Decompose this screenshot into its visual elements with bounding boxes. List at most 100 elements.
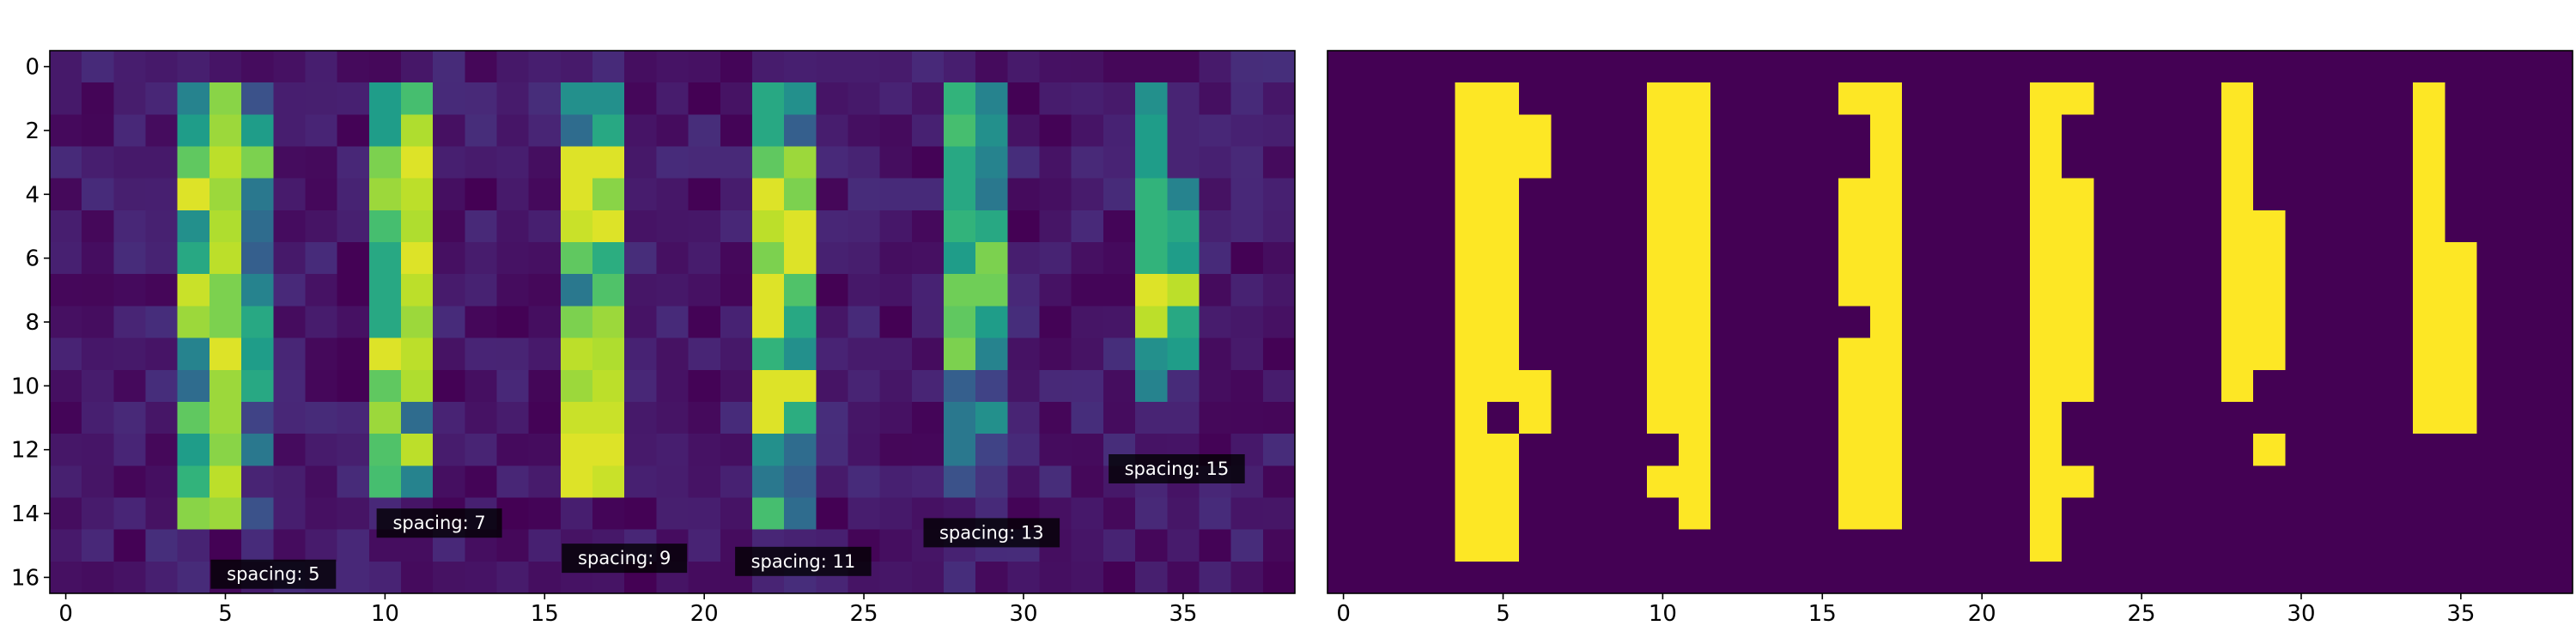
heatmap-cell [2157, 82, 2190, 115]
heatmap-cell [1870, 401, 1903, 434]
heatmap-cell [2029, 178, 2063, 211]
heatmap-cell [2189, 82, 2222, 115]
heatmap-cell [688, 210, 721, 243]
heatmap-cell [1710, 497, 1743, 531]
heatmap-cell [1614, 82, 1648, 115]
heatmap-cell [400, 114, 434, 148]
heatmap-cell [1230, 146, 1264, 179]
heatmap-cell [975, 242, 1008, 275]
heatmap-cell [2413, 306, 2445, 339]
heatmap-cell [2189, 274, 2222, 307]
heatmap-cell [2317, 242, 2350, 275]
heatmap-cell [1039, 178, 1072, 211]
heatmap-cell [2476, 242, 2510, 275]
heatmap-cell [1934, 529, 1967, 562]
heatmap-cell [624, 210, 658, 243]
heatmap-cell [1997, 561, 2031, 594]
heatmap-cell [368, 51, 402, 83]
heatmap-cell [2157, 114, 2190, 148]
heatmap-cell [2029, 401, 2063, 434]
heatmap-cell [1902, 274, 1935, 307]
heatmap-cell [1039, 51, 1072, 83]
heatmap-cell [2508, 561, 2542, 594]
heatmap-cell [2413, 401, 2445, 434]
heatmap-cell [2093, 178, 2127, 211]
heatmap-cell [1774, 306, 1807, 339]
heatmap-cell [465, 82, 498, 115]
heatmap-cell [1262, 465, 1296, 499]
heatmap-cell [2317, 51, 2350, 83]
heatmap-cell [1551, 242, 1584, 275]
heatmap-cell [975, 274, 1008, 307]
heatmap-cell [2093, 434, 2127, 466]
heatmap-cell [2189, 146, 2222, 179]
heatmap-cell [177, 497, 210, 531]
spacing-annotation: spacing: 9 [562, 544, 688, 574]
heatmap-cell [2476, 529, 2510, 562]
heatmap-cell [1583, 369, 1616, 403]
heatmap-cell [1902, 561, 1935, 594]
heatmap-cell [848, 337, 881, 371]
heatmap-cell [1774, 561, 1807, 594]
heatmap-cell [209, 114, 242, 148]
heatmap-cell [1519, 274, 1552, 307]
heatmap-cell [1230, 274, 1264, 307]
heatmap-cell [1742, 337, 1776, 371]
heatmap-cell [528, 210, 562, 243]
heatmap-cell [911, 465, 945, 499]
heatmap-cell [2189, 114, 2222, 148]
heatmap-cell [2157, 401, 2190, 434]
heatmap-cell [1838, 274, 1871, 307]
heatmap-cell [1710, 369, 1743, 403]
heatmap-cell [82, 114, 114, 148]
heatmap-cell [1359, 369, 1392, 403]
heatmap-cell [1710, 82, 1743, 115]
heatmap-cell [2062, 51, 2094, 83]
heatmap-cell [1135, 82, 1168, 115]
heatmap-cell [1455, 465, 1488, 499]
heatmap-cell [2285, 434, 2318, 466]
heatmap-cell [911, 369, 945, 403]
heatmap-cell [2125, 561, 2159, 594]
heatmap-cell [1551, 178, 1584, 211]
heatmap-cell [1359, 337, 1392, 371]
heatmap-cell [1710, 306, 1743, 339]
heatmap-cell [337, 82, 370, 115]
heatmap-cell [2348, 82, 2382, 115]
heatmap-cell [209, 465, 242, 499]
heatmap-cell [975, 51, 1008, 83]
heatmap-cell [1391, 274, 1425, 307]
heatmap-cell [1230, 369, 1264, 403]
heatmap-cell [1007, 178, 1041, 211]
heatmap-cell [911, 306, 945, 339]
heatmap-cell [305, 178, 338, 211]
heatmap-cell [145, 497, 179, 531]
heatmap-cell [2029, 337, 2063, 371]
heatmap-cell [2093, 369, 2127, 403]
heatmap-cell [944, 178, 976, 211]
heatmap-cell [2125, 497, 2159, 531]
heatmap-cell [368, 178, 402, 211]
heatmap-cell [560, 114, 593, 148]
heatmap-cell [1997, 274, 2031, 307]
heatmap-cell [975, 337, 1008, 371]
heatmap-cell [1135, 274, 1168, 307]
heatmap-cell [1870, 178, 1903, 211]
heatmap-cell [1519, 497, 1552, 531]
heatmap-cell [145, 306, 179, 339]
heatmap-cell [82, 561, 114, 594]
heatmap-cell [177, 178, 210, 211]
heatmap-cell [1646, 51, 1680, 83]
heatmap-cell [2253, 242, 2286, 275]
heatmap-cell [1327, 401, 1360, 434]
heatmap-cell [1519, 465, 1552, 499]
heatmap-cell [1774, 114, 1807, 148]
heatmap-cell [1614, 114, 1648, 148]
heatmap-cell [2380, 51, 2414, 83]
heatmap-cell [1838, 51, 1871, 83]
heatmap-cell [50, 306, 82, 339]
heatmap-cell [1391, 434, 1425, 466]
heatmap-cell [2413, 114, 2445, 148]
heatmap-cell [2445, 434, 2478, 466]
heatmap-cell [1167, 561, 1200, 594]
